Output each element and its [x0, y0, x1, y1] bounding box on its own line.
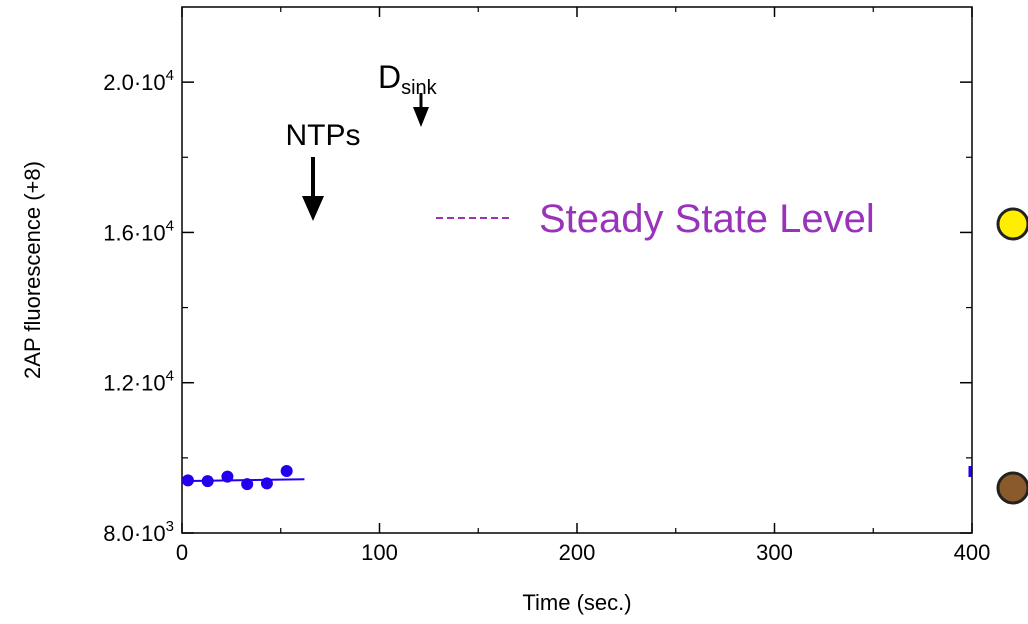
data-point	[260, 477, 273, 490]
x-tick-label: 300	[756, 540, 793, 565]
x-tick-label: 200	[559, 540, 596, 565]
y-tick-label: 8.0·103	[103, 518, 174, 546]
x-tick-label: 400	[954, 540, 991, 565]
y-tick-label: 1.2·104	[103, 368, 174, 396]
dsink-label: Dsink	[378, 59, 438, 99]
dsink-arrow-icon	[413, 93, 429, 127]
ntps-label: NTPs	[286, 119, 361, 152]
y-tick-exp: 4	[166, 217, 174, 234]
dsink-sub: sink	[401, 77, 438, 99]
data-point	[201, 475, 214, 488]
y-tick-base: 1.2·10	[103, 371, 165, 396]
y-tick-base: 1.6·10	[103, 220, 165, 245]
brown-marker-icon	[996, 471, 1028, 505]
data-point	[280, 465, 293, 478]
x-tick-label: 0	[176, 540, 188, 565]
yellow-marker-icon	[996, 207, 1028, 241]
y-tick-exp: 4	[166, 67, 174, 84]
steady-state-label: Steady State Level	[539, 197, 875, 241]
axis-ticks	[181, 7, 973, 534]
y-tick-label: 2.0·104	[103, 67, 174, 95]
y-tick-exp: 3	[166, 518, 174, 535]
x-tick-label: 100	[361, 540, 398, 565]
ntps-arrow-icon	[302, 157, 324, 221]
y-tick-label: 1.6·104	[103, 217, 174, 245]
y-axis-label: 2AP fluorescence (+8)	[20, 161, 45, 379]
x-tick-labels: 0 100 200 300 400	[176, 540, 990, 565]
data-point	[181, 474, 194, 487]
y-tick-exp: 4	[166, 368, 174, 385]
data-point	[221, 470, 234, 483]
y-tick-base: 2.0·10	[103, 70, 165, 95]
data-point	[241, 478, 254, 491]
dsink-main: D	[378, 59, 401, 95]
y-tick-base: 8.0·10	[103, 521, 165, 546]
plot-frame	[181, 6, 973, 534]
series-group	[181, 465, 305, 491]
x-axis-label: Time (sec.)	[522, 590, 631, 615]
